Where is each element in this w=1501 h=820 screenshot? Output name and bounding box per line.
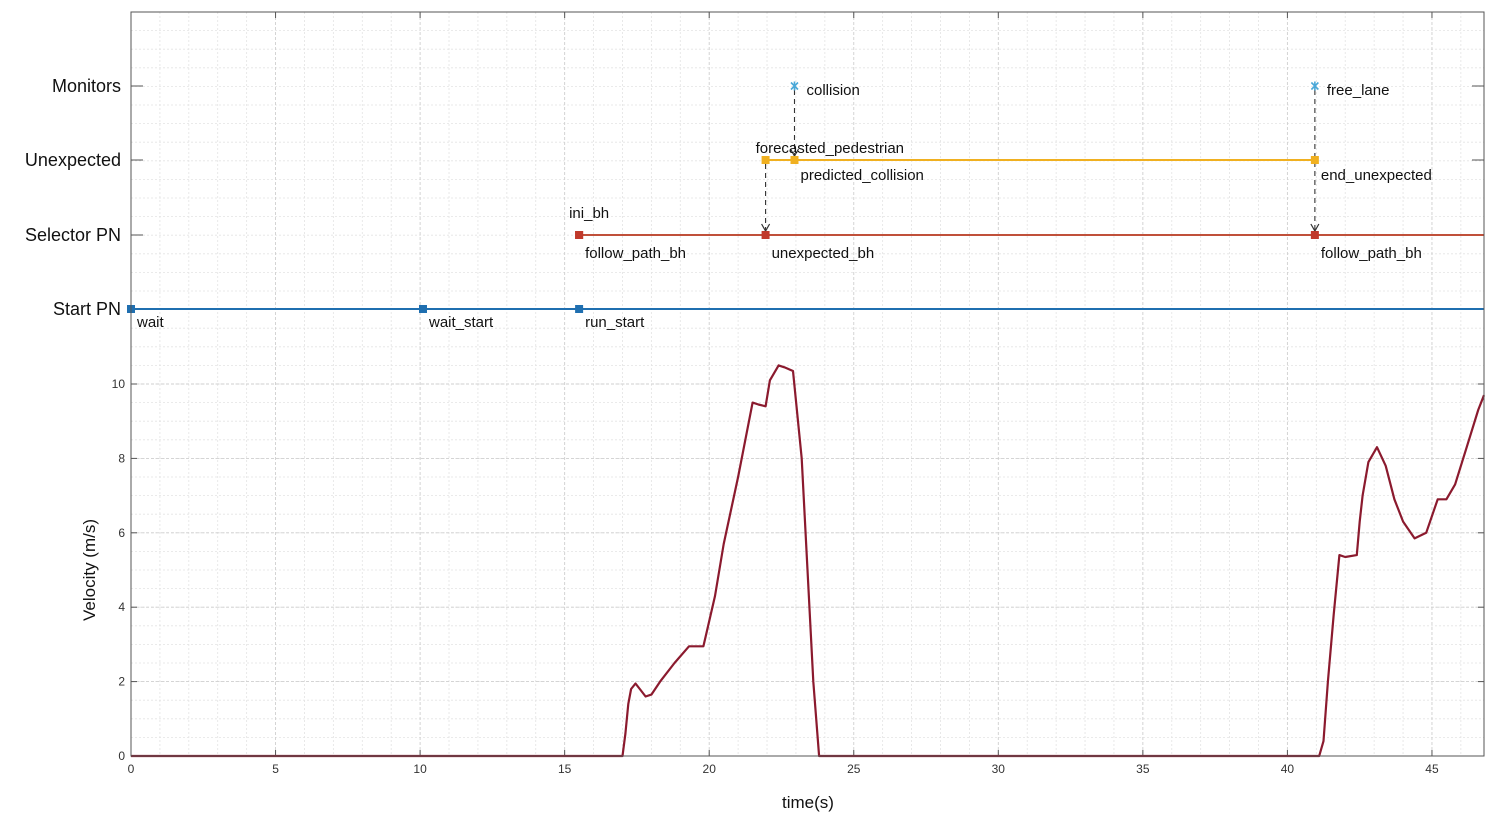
unexpected-event-marker	[1310, 156, 1319, 164]
velocity-line	[131, 364, 1486, 758]
y-tick-label: 10	[112, 377, 126, 391]
event-label: follow_path_bh	[1321, 245, 1422, 262]
event-label: follow_path_bh	[585, 245, 686, 262]
row-labels: Monitors Unexpected Selector PN Start PN	[25, 76, 121, 319]
event-label: free_lane	[1327, 82, 1390, 99]
x-tick-label: 0	[128, 762, 135, 776]
selector-pn-event-marker	[575, 231, 584, 239]
y-tick-label: 6	[118, 526, 125, 540]
x-tick-label: 25	[847, 762, 861, 776]
y-tick-label: 8	[118, 451, 125, 465]
event-label: forecasted_pedestrian	[756, 140, 904, 157]
x-tick-label: 20	[703, 762, 717, 776]
x-tick-label: 15	[558, 762, 572, 776]
event-label: wait	[136, 314, 165, 331]
event-label: end_unexpected	[1321, 167, 1432, 184]
y-tick-label: 4	[118, 600, 125, 614]
event-label: collision	[806, 82, 859, 99]
event-label: wait_start	[428, 314, 494, 331]
row-label: Unexpected	[25, 150, 121, 170]
event-labels: wait wait_start run_start ini_bh follow_path…	[136, 82, 1432, 331]
row-label: Start PN	[53, 299, 121, 319]
y-axis-label: Velocity (m/s)	[80, 519, 99, 621]
event-label: run_start	[585, 314, 645, 331]
x-tick-label: 35	[1136, 762, 1150, 776]
x-tick-label: 10	[413, 762, 427, 776]
event-arrows	[761, 90, 1320, 233]
event-label: predicted_collision	[800, 167, 923, 184]
event-markers	[127, 81, 1319, 313]
selector-pn-event-marker	[1310, 231, 1319, 239]
start-pn-event-marker	[418, 305, 427, 313]
event-label: unexpected_bh	[772, 245, 875, 262]
series	[131, 159, 1486, 758]
y-tick-label: 2	[118, 675, 125, 689]
start-pn-event-marker	[575, 305, 584, 313]
x-tick-label: 45	[1425, 762, 1439, 776]
event-label: ini_bh	[569, 205, 609, 222]
monitor-event-marker	[1310, 81, 1319, 91]
plot-frame	[130, 11, 1485, 757]
row-label: Monitors	[52, 76, 121, 96]
selector-pn-event-marker	[761, 231, 770, 239]
monitor-event-marker	[790, 81, 799, 91]
grid	[130, 12, 1484, 757]
y-tick-label: 0	[118, 749, 125, 763]
row-label: Selector PN	[25, 225, 121, 245]
x-axis-label: time(s)	[782, 793, 834, 812]
unexpected-event-marker	[790, 156, 799, 164]
unexpected-event-marker	[761, 156, 770, 164]
axis-ticks: 0 5 10 15 20 25 30 35 40 45 0 2 4 6 8 10	[112, 12, 1484, 776]
x-tick-label: 5	[272, 762, 279, 776]
x-tick-label: 30	[992, 762, 1006, 776]
x-tick-label: 40	[1281, 762, 1295, 776]
